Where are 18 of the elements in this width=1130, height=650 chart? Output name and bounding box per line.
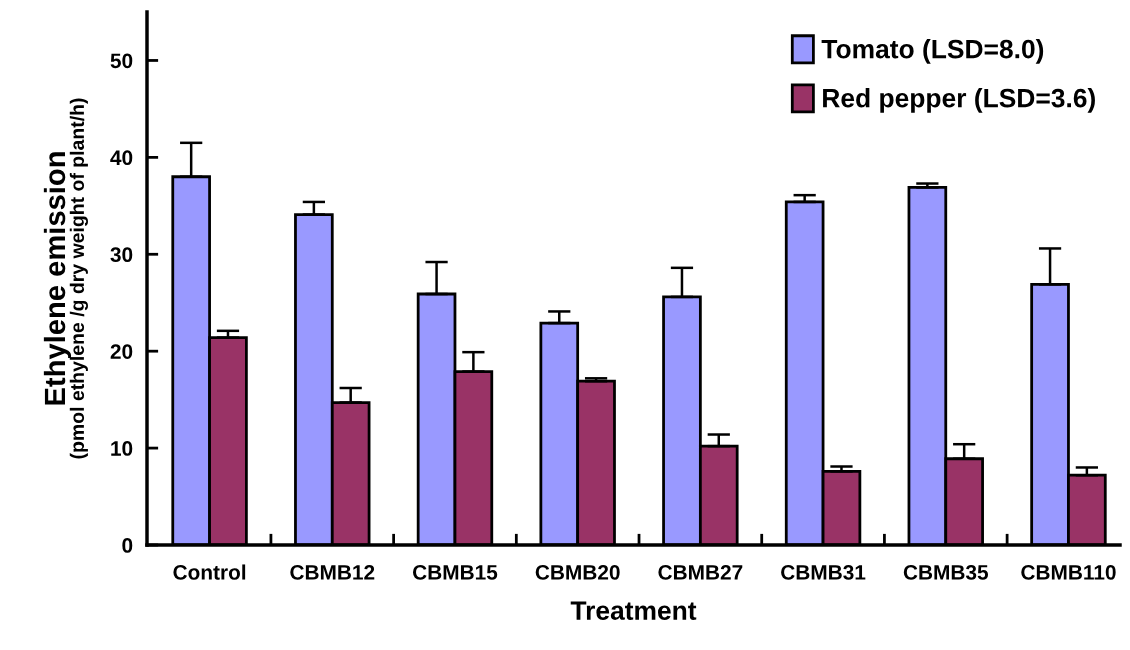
x-tick-label: CBMB31 [781,564,866,580]
x-tick-label: CBMB27 [658,564,743,580]
x-tick-label: CBMB12 [290,564,375,580]
y-tick-label: 50 [110,53,133,69]
y-tick-label: 40 [110,150,133,166]
y-axis-title: Ethylene emission (pmol ethylene /g dry weight of plant/h) [43,98,88,459]
x-tick-label: CBMB15 [413,564,498,580]
x-tick-label: CBMB35 [903,564,989,580]
y-tick-label: 20 [110,344,133,359]
x-tick-label: CBMB20 [535,564,620,580]
y-tick-label: 0 [122,538,133,553]
x-axis-title: Treatment [570,601,697,620]
x-tick-label: CBMB110 [1021,564,1116,580]
legend-label: Red pepper (LSD=3.6) [823,88,1095,113]
y-tick-label: 30 [110,247,133,263]
x-tick-label: Control [173,564,246,580]
legend-label: Tomato (LSD=8.0) [821,39,1044,64]
y-tick-label: 10 [111,441,133,456]
